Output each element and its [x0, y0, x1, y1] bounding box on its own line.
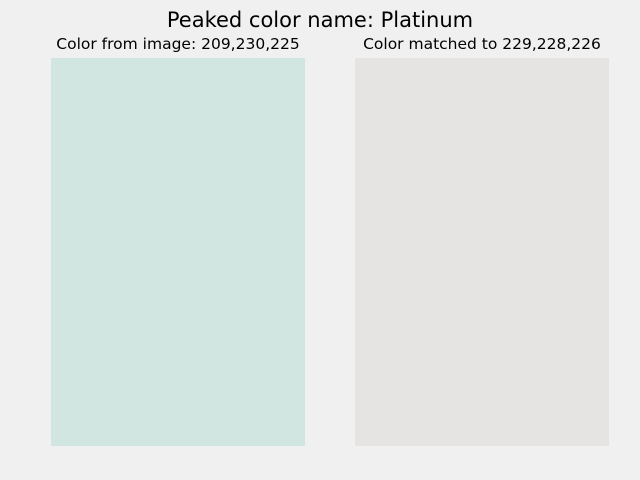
image-color-label: Color from image: 209,230,225 [56, 35, 300, 53]
matched-color-swatch [355, 58, 609, 446]
page-title: Peaked color name: Platinum [166, 8, 474, 32]
image-color-swatch [51, 58, 305, 446]
matched-color-label: Color matched to 229,228,226 [363, 35, 601, 53]
